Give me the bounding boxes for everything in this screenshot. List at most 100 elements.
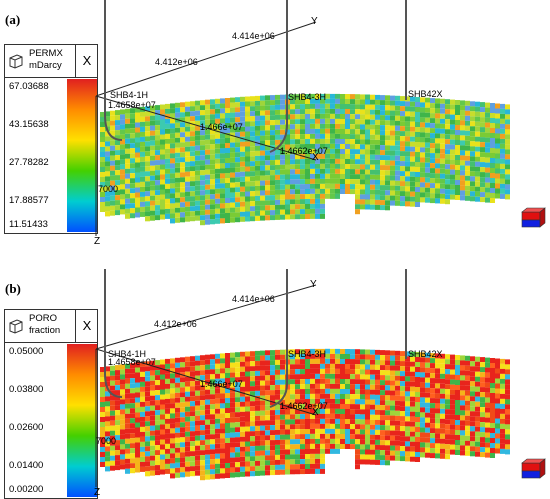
grid-cell	[340, 424, 345, 429]
grid-cell	[415, 167, 420, 172]
grid-cell	[165, 383, 170, 389]
grid-cell	[135, 187, 140, 193]
reservoir-3d-view[interactable]: Y X Z 4.414e+06 4.412e+06 1.4658e+07 1.4…	[90, 249, 550, 498]
grid-cell	[380, 435, 385, 441]
grid-cell	[430, 378, 435, 384]
grid-cell	[315, 193, 320, 199]
grid-cell	[460, 110, 465, 116]
grid-cell	[180, 162, 185, 168]
grid-cell	[460, 360, 465, 366]
grid-cell	[180, 187, 185, 193]
grid-cell	[225, 113, 230, 118]
grid-cell	[420, 432, 425, 438]
orientation-cube-icon[interactable]	[521, 207, 546, 228]
grid-cell	[385, 170, 390, 176]
grid-cell	[330, 358, 335, 364]
grid-cell	[225, 358, 230, 363]
grid-cell	[370, 174, 375, 180]
reservoir-3d-view[interactable]: Y X Z 4.414e+06 4.412e+06 1.4658e+07 1.4…	[90, 0, 550, 249]
grid-cell	[345, 429, 350, 434]
grid-cell	[260, 170, 265, 176]
grid-cell	[290, 424, 295, 430]
grid-cell	[125, 428, 130, 434]
grid-cell	[315, 168, 320, 174]
grid-cell	[370, 389, 375, 395]
grid-cell	[465, 135, 470, 141]
grid-cell	[130, 458, 135, 464]
grid-cell	[255, 365, 260, 371]
grid-cell	[405, 171, 410, 177]
grid-cell	[225, 463, 230, 468]
grid-cell	[430, 418, 435, 424]
grid-cell	[470, 411, 475, 417]
grid-cell	[290, 444, 295, 450]
grid-cell	[390, 105, 395, 111]
grid-cell	[340, 129, 345, 134]
grid-cell	[280, 124, 285, 130]
grid-cell	[175, 407, 180, 413]
axis-lines	[95, 284, 317, 487]
grid-cell	[250, 466, 255, 472]
grid-cell	[435, 178, 440, 184]
grid-cell	[360, 369, 365, 375]
grid-cell	[425, 372, 430, 378]
grid-cell	[215, 393, 220, 399]
grid-cell	[215, 158, 220, 164]
grid-cell	[165, 428, 170, 434]
grid-cell	[285, 199, 290, 205]
grid-cell	[260, 155, 265, 161]
grid-cell	[445, 424, 450, 430]
grid-cell	[155, 460, 160, 466]
grid-cell	[190, 211, 195, 217]
grid-cell	[380, 180, 385, 186]
grid-cell	[275, 194, 280, 200]
legend-close-button[interactable]: X	[75, 310, 98, 342]
grid-cell	[370, 184, 375, 190]
grid-cell	[160, 149, 165, 155]
grid-cell	[315, 423, 320, 429]
grid-cell	[160, 184, 165, 190]
grid-cell	[170, 103, 175, 109]
grid-cell	[350, 184, 355, 190]
grid-cell	[215, 113, 220, 119]
grid-cell	[390, 450, 395, 456]
grid-cell	[135, 177, 140, 183]
grid-cell	[130, 418, 135, 424]
grid-cell	[165, 103, 170, 109]
grid-cell	[235, 442, 240, 448]
grid-cell	[425, 377, 430, 383]
grid-cell	[345, 434, 350, 439]
grid-cell	[230, 127, 235, 133]
grid-cell	[350, 389, 355, 395]
grid-cell	[275, 139, 280, 145]
grid-cell	[485, 387, 490, 393]
grid-cell	[255, 425, 260, 431]
grid-cell	[125, 418, 130, 424]
legend-close-button[interactable]: X	[75, 45, 98, 77]
grid-cell	[335, 158, 340, 164]
grid-cell	[430, 128, 435, 134]
grid-cell	[230, 457, 235, 463]
grid-cell	[325, 118, 330, 124]
grid-cell	[345, 149, 350, 154]
grid-cell	[490, 103, 495, 108]
grid-cell	[320, 418, 325, 424]
grid-cell	[265, 405, 270, 411]
grid-cell	[415, 132, 420, 137]
orientation-cube-icon[interactable]	[521, 458, 546, 479]
grid-cell	[120, 184, 125, 190]
grid-cell	[245, 351, 250, 357]
grid-cell	[480, 107, 485, 113]
grid-cell	[220, 218, 225, 224]
grid-cell	[300, 179, 305, 185]
grid-cell	[345, 119, 350, 124]
grid-cell	[160, 109, 165, 115]
grid-cell	[495, 153, 500, 159]
grid-cell	[195, 115, 200, 121]
grid-cell	[225, 153, 230, 158]
grid-cell	[210, 354, 215, 360]
grid-cell	[105, 381, 110, 387]
grid-cell	[290, 129, 295, 135]
grid-cell	[490, 133, 495, 138]
grid-cell	[460, 150, 465, 156]
